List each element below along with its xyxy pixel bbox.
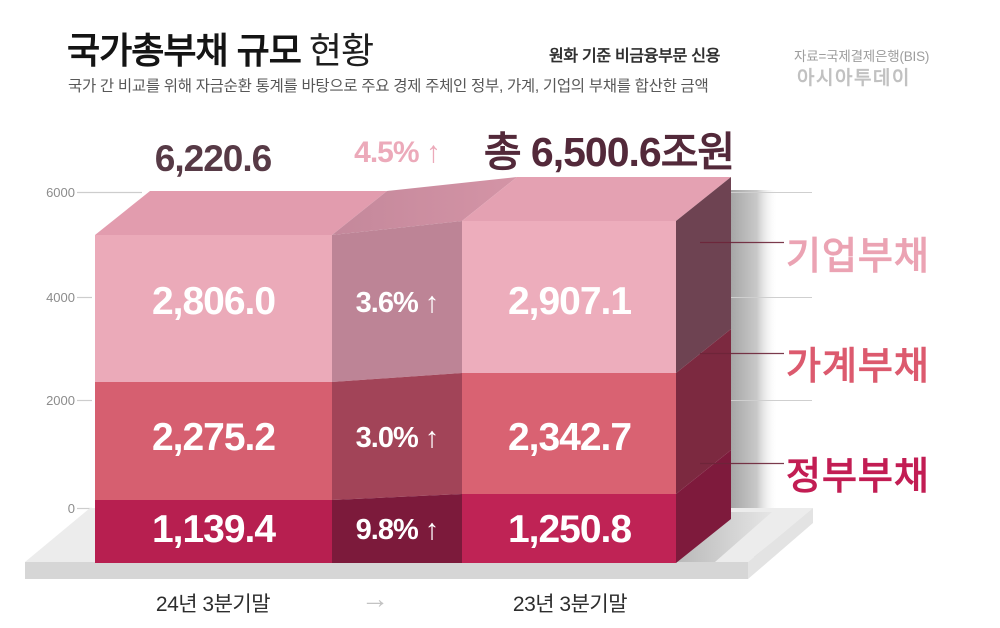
connector: [332, 221, 462, 563]
right-bar-top-face: [462, 177, 731, 221]
basis-note: 원화 기준 비금융부문 신용: [549, 48, 721, 65]
chart-description: 국가 간 비교를 위해 자금순환 통계를 바탕으로 주요 경제 주체인 정부, …: [68, 78, 709, 95]
right-bar-side-faces: [676, 177, 731, 563]
left-bar-total: 6,220.6: [154, 138, 272, 179]
legend-government-debt: 정부부채: [786, 456, 930, 498]
right-shadow-pillar: [731, 190, 778, 557]
connector-household-segment: [332, 373, 462, 500]
right-government-value: 1,250.8: [507, 508, 632, 551]
y-tick-2000: 2000: [46, 393, 75, 408]
x-label-right: 23년 3분기말: [512, 593, 628, 616]
right-bar-total: 총 6,500.6조원: [483, 129, 735, 175]
right-household-segment: [462, 373, 676, 494]
platform-shadow: [676, 512, 772, 562]
left-bar: [95, 235, 332, 563]
left-household-segment: [95, 382, 332, 500]
y-tick-6000: 6000: [46, 185, 75, 200]
data-source: 자료=국제결제은행(BIS): [794, 49, 930, 64]
legend-lines: [700, 241, 784, 465]
left-government-value: 1,139.4: [151, 508, 276, 551]
connector-government-segment: [332, 494, 462, 563]
left-company-segment: [95, 235, 332, 382]
right-company-segment: [462, 221, 676, 373]
right-household-value: 2,342.7: [507, 416, 632, 459]
right-government-segment: [462, 494, 676, 563]
household-change-rate: 3.0% ↑: [355, 422, 440, 454]
y-tick-0: 0: [67, 501, 75, 516]
total-change-rate: 4.5% ↑: [354, 136, 441, 169]
government-change-rate: 9.8% ↑: [355, 514, 440, 546]
right-bar: [462, 221, 676, 563]
bar-top-faces: [95, 177, 731, 235]
legend-company-debt: 기업부채: [786, 236, 930, 278]
left-bar-top-face: [95, 191, 387, 235]
publisher-logo: 아시아투데이: [797, 68, 911, 89]
right-company-value: 2,907.1: [507, 280, 632, 323]
legend-household-debt: 가계부채: [786, 346, 930, 388]
x-label-left: 24년 3분기말: [155, 593, 271, 616]
page-title-bold: 국가총부채 규모: [67, 30, 302, 71]
y-tick-4000: 4000: [46, 290, 75, 305]
left-company-value: 2,806.0: [151, 280, 276, 323]
left-household-value: 2,275.2: [151, 416, 276, 459]
page-title-light: 현황: [308, 30, 374, 71]
company-change-rate: 3.6% ↑: [355, 287, 440, 319]
connector-company-segment: [332, 221, 462, 382]
period-arrow-icon: →: [361, 583, 389, 614]
left-government-segment: [95, 500, 332, 563]
connector-top-face: [332, 177, 517, 235]
page-title: 국가총부채 규모 현황: [67, 22, 374, 74]
